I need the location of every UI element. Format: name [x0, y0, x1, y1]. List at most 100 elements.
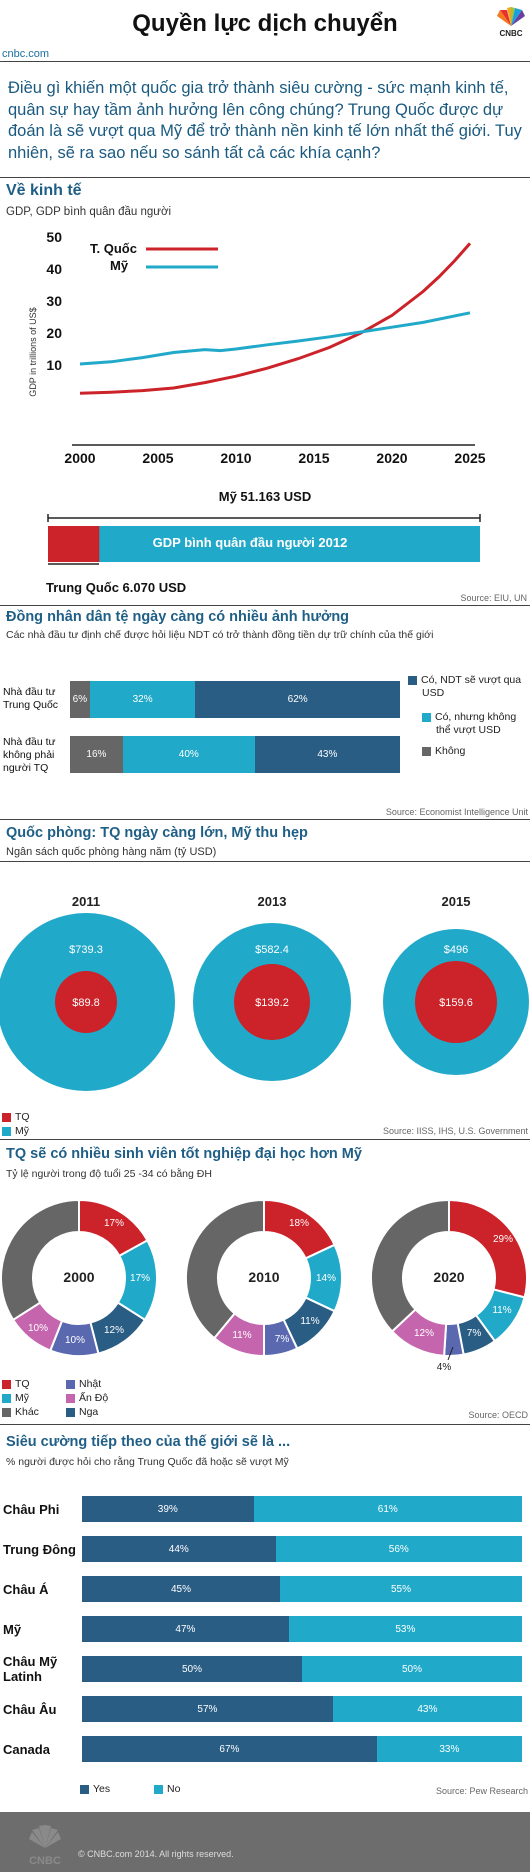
- superpower-source: Source: Pew Research: [435, 1786, 528, 1796]
- donut-slice-label: 11%: [300, 1316, 319, 1327]
- gdp-y-tick-label: 30: [46, 293, 62, 309]
- gdp-x-tick-label: 2000: [64, 450, 95, 466]
- economy-subtitle: GDP, GDP bình quân đầu người: [6, 206, 172, 218]
- site-link[interactable]: cnbc.com: [2, 48, 50, 60]
- donut-slice-label: 12%: [104, 1325, 124, 1336]
- education-legend-item: Nhật: [66, 1378, 101, 1390]
- gdp-series-us-line: [79, 311, 471, 366]
- education-donut: [185, 1198, 343, 1358]
- bar-us-per-capita: [48, 526, 480, 562]
- superpower-row-label: Châu Á: [3, 1581, 49, 1597]
- legend-label: Nga: [79, 1406, 99, 1418]
- defense-circles-chart: 2011 $739.3 $89.8 2013 $582.4 $139.2 201…: [0, 894, 529, 1091]
- currency-segment-no: 16%: [70, 736, 123, 773]
- us-gdp-per-capita-label: Mỹ 51.163 USD: [218, 489, 312, 504]
- superpower-row-label: Châu Mỹ Latinh: [3, 1654, 58, 1684]
- gdp-per-capita-bar: [47, 514, 481, 565]
- education-donuts-chart: 2000 2010 2020 17% 17% 12% 10% 10% 18% 1…: [0, 1198, 528, 1373]
- gdp-line-chart: 10 20 30 40 50 2000 2005 2010 2015 2020 2025 GDP i…: [28, 229, 486, 466]
- defense-us-value: $582.4: [255, 944, 289, 956]
- legend-swatch: [422, 712, 431, 722]
- legend-label: TQ: [15, 1111, 30, 1123]
- footer: [0, 1812, 530, 1872]
- education-subtitle: Tỷ lệ người trong độ tuổi 25 -34 có bằng…: [6, 1168, 212, 1180]
- donut-year-label: 2010: [248, 1269, 279, 1285]
- currency-source: Source: Economist Intelligence Unit: [385, 807, 528, 817]
- legend-swatch: [80, 1784, 89, 1794]
- superpower-bar-yes: 44%: [82, 1536, 276, 1562]
- donut-slice-Khác: [370, 1198, 450, 1333]
- divider: [0, 1424, 530, 1425]
- currency-subtitle: Các nhà đầu tư định chế được hỏi liệu ND…: [6, 629, 434, 641]
- defense-subtitle: Ngân sách quốc phòng hàng năm (tỷ USD): [6, 846, 217, 858]
- defense-year-label: 2013: [258, 894, 287, 909]
- education-source: Source: OECD: [468, 1410, 528, 1420]
- legend-swatch: [154, 1784, 163, 1794]
- intro-text: Điều gì khiến một quốc gia trở thành siê…: [8, 79, 522, 162]
- education-donut: [370, 1198, 528, 1357]
- defense-source: Source: IISS, IHS, U.S. Government: [382, 1126, 528, 1136]
- donut-slice-label: 11%: [492, 1305, 511, 1316]
- cnbc-peacock-logo: CNBC: [497, 7, 525, 38]
- currency-segment-no: 6%: [70, 681, 90, 718]
- donut-slice-label: 10%: [28, 1323, 48, 1334]
- footer-logo-text: CNBC: [29, 1855, 61, 1867]
- legend-label: Khác: [15, 1406, 39, 1418]
- currency-row-label: Nhà đầu tư Trung Quốc: [3, 686, 59, 711]
- education-donut: [0, 1198, 158, 1357]
- legend-label: TQ: [15, 1378, 30, 1390]
- education-legend-item: Ấn Độ: [66, 1392, 108, 1404]
- economy-source: Source: EIU, UN: [460, 593, 527, 603]
- currency-title: Đồng nhân dân tệ ngày càng có nhiều ảnh …: [6, 609, 350, 625]
- leader-line: [447, 1346, 454, 1361]
- defense-year-label: 2015: [442, 894, 471, 909]
- divider: [0, 1139, 530, 1140]
- donut-slice-label: 18%: [289, 1218, 309, 1229]
- superpower-bar-chart: Châu Phi 39% 61% Trung Đông 44% 56% Châu Á 45% 5…: [0, 1490, 530, 1780]
- currency-row-bar: 6% 32% 62%: [70, 681, 400, 718]
- donut-slice-label: 11%: [232, 1330, 251, 1341]
- gdp-y-axis-label: GDP in trillions of US$: [28, 307, 38, 396]
- donut-year-label: 2000: [63, 1269, 94, 1285]
- gdp-y-tick-label: 50: [46, 229, 62, 245]
- gdp-y-tick-label: 10: [46, 357, 62, 373]
- legend-swatch: [66, 1379, 75, 1389]
- legend-swatch: [422, 746, 431, 756]
- divider: [0, 861, 530, 862]
- legend-china-label: T. Quốc: [90, 241, 137, 256]
- superpower-row-label: Canada: [3, 1741, 50, 1757]
- superpower-bar-yes: 45%: [82, 1576, 280, 1602]
- gdp-x-tick-label: 2005: [142, 450, 173, 466]
- currency-legend-item: Không: [422, 745, 465, 757]
- legend-swatch: [66, 1407, 75, 1417]
- economy-title: Về kinh tế: [6, 182, 82, 199]
- superpower-bar-yes: 50%: [82, 1656, 302, 1682]
- currency-segment-yes-surpass: 62%: [195, 681, 400, 718]
- legend-swatch: [66, 1393, 75, 1403]
- defense-china-value: $139.2: [255, 997, 289, 1009]
- page-title: Quyền lực dịch chuyển: [132, 10, 398, 37]
- defense-legend-item-china: TQ: [2, 1111, 30, 1123]
- legend-label: Có, NDT sẽ vượt qua USD: [421, 674, 522, 699]
- superpower-bar-yes: 57%: [82, 1696, 333, 1722]
- gdp-y-tick-label: 20: [46, 325, 62, 341]
- divider: [0, 61, 530, 62]
- education-title: TQ sẽ có nhiều sinh viên tốt nghiệp đại …: [6, 1146, 362, 1162]
- education-legend-item: Mỹ: [2, 1392, 29, 1404]
- china-gdp-per-capita-label: Trung Quốc 6.070 USD: [46, 580, 187, 595]
- gdp-x-tick-label: 2015: [298, 450, 329, 466]
- currency-segment-yes-not-surpass: 32%: [89, 681, 196, 718]
- defense-us-value: $496: [444, 944, 468, 956]
- donut-slice-label: 7%: [467, 1328, 482, 1339]
- gdp-x-tick-label: 2010: [220, 450, 251, 466]
- legend-swatch: [2, 1407, 11, 1417]
- legend-swatch: [2, 1379, 11, 1389]
- donut-year-label: 2020: [433, 1269, 464, 1285]
- defense-year-label: 2011: [72, 894, 100, 909]
- superpower-bar-no: 61%: [253, 1496, 522, 1522]
- currency-row-bar: 16% 40% 43%: [70, 736, 400, 773]
- legend-us-label: Mỹ: [110, 258, 129, 273]
- defense-legend-item-us: Mỹ: [2, 1125, 29, 1137]
- defense-china-value: $159.6: [439, 997, 473, 1009]
- legend-label: Mỹ: [15, 1125, 29, 1137]
